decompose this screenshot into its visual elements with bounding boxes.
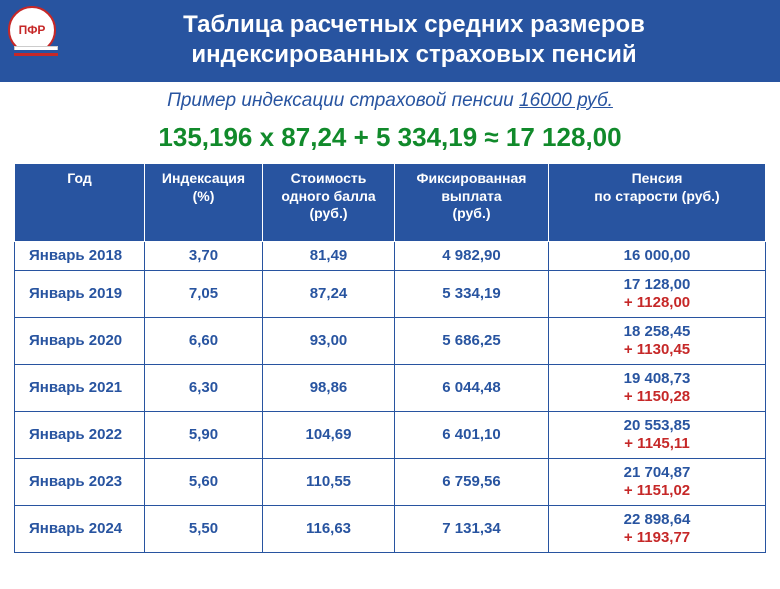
cell-fixed: 5 334,19 — [395, 270, 549, 317]
cell-year: Январь 2020 — [15, 317, 145, 364]
cell-ball: 87,24 — [263, 270, 395, 317]
cell-ball: 81,49 — [263, 241, 395, 270]
pension-delta: + 1150,28 — [559, 388, 755, 406]
cell-ball: 110,55 — [263, 458, 395, 505]
col-year: Год — [15, 164, 145, 242]
table-row: Январь 2020 6,60 93,00 5 686,25 18 258,4… — [15, 317, 766, 364]
cell-fixed: 6 759,56 — [395, 458, 549, 505]
table-row: Январь 2019 7,05 87,24 5 334,19 17 128,0… — [15, 270, 766, 317]
cell-year: Январь 2021 — [15, 364, 145, 411]
cell-index: 3,70 — [145, 241, 263, 270]
cell-ball: 98,86 — [263, 364, 395, 411]
col-fixed: Фиксированнаявыплата(руб.) — [395, 164, 549, 242]
col-index: Индексация(%) — [145, 164, 263, 242]
pension-value: 18 258,45 — [624, 323, 691, 340]
cell-year: Январь 2019 — [15, 270, 145, 317]
cell-fixed: 5 686,25 — [395, 317, 549, 364]
subtitle-prefix: Пример индексации страховой пенсии — [167, 90, 519, 111]
pension-table: Год Индексация(%) Стоимостьодного балла(… — [14, 163, 766, 553]
cell-fixed: 7 131,34 — [395, 505, 549, 552]
table-row: Январь 2022 5,90 104,69 6 401,10 20 553,… — [15, 411, 766, 458]
subtitle-amount: 16000 руб. — [519, 90, 613, 111]
table-row: Январь 2024 5,50 116,63 7 131,34 22 898,… — [15, 505, 766, 552]
cell-index: 5,60 — [145, 458, 263, 505]
pension-delta: + 1145,11 — [559, 435, 755, 453]
cell-year: Январь 2023 — [15, 458, 145, 505]
cell-pension: 19 408,73+ 1150,28 — [549, 364, 766, 411]
pfr-logo: ПФР — [8, 6, 60, 58]
pension-delta: + 1193,77 — [559, 529, 755, 547]
pension-value: 21 704,87 — [624, 464, 691, 481]
cell-year: Январь 2022 — [15, 411, 145, 458]
cell-pension: 18 258,45+ 1130,45 — [549, 317, 766, 364]
cell-pension: 16 000,00 — [549, 241, 766, 270]
pension-value: 20 553,85 — [624, 417, 691, 434]
pension-value: 19 408,73 — [624, 370, 691, 387]
page-title: Таблица расчетных средних размеров индек… — [18, 10, 762, 70]
pension-delta: + 1130,45 — [559, 341, 755, 359]
table-row: Январь 2023 5,60 110,55 6 759,56 21 704,… — [15, 458, 766, 505]
pension-value: 16 000,00 — [624, 247, 691, 264]
flag-icon — [14, 46, 58, 56]
subtitle: Пример индексации страховой пенсии 16000… — [0, 82, 780, 116]
logo-circle: ПФР — [8, 6, 56, 54]
pension-value: 17 128,00 — [624, 276, 691, 293]
col-ball: Стоимостьодного балла(руб.) — [263, 164, 395, 242]
cell-ball: 93,00 — [263, 317, 395, 364]
cell-ball: 116,63 — [263, 505, 395, 552]
pension-delta: + 1128,00 — [559, 294, 755, 312]
col-pension: Пенсияпо старости (руб.) — [549, 164, 766, 242]
cell-pension: 22 898,64+ 1193,77 — [549, 505, 766, 552]
table-row: Январь 2021 6,30 98,86 6 044,48 19 408,7… — [15, 364, 766, 411]
cell-fixed: 6 044,48 — [395, 364, 549, 411]
title-line-2: индексированных страховых пенсий — [191, 41, 636, 68]
header-band: ПФР Таблица расчетных средних размеров и… — [0, 0, 780, 82]
cell-ball: 104,69 — [263, 411, 395, 458]
pension-delta: + 1151,02 — [559, 482, 755, 500]
title-line-1: Таблица расчетных средних размеров — [183, 11, 645, 38]
pension-value: 22 898,64 — [624, 511, 691, 528]
table-body: Январь 2018 3,70 81,49 4 982,90 16 000,0… — [15, 241, 766, 552]
cell-index: 7,05 — [145, 270, 263, 317]
cell-year: Январь 2018 — [15, 241, 145, 270]
table-row: Январь 2018 3,70 81,49 4 982,90 16 000,0… — [15, 241, 766, 270]
formula: 135,196 х 87,24 + 5 334,19 ≈ 17 128,00 — [0, 116, 780, 163]
cell-pension: 17 128,00+ 1128,00 — [549, 270, 766, 317]
cell-index: 5,90 — [145, 411, 263, 458]
table-header-row: Год Индексация(%) Стоимостьодного балла(… — [15, 164, 766, 242]
cell-pension: 20 553,85+ 1145,11 — [549, 411, 766, 458]
cell-pension: 21 704,87+ 1151,02 — [549, 458, 766, 505]
cell-fixed: 4 982,90 — [395, 241, 549, 270]
cell-index: 5,50 — [145, 505, 263, 552]
cell-index: 6,30 — [145, 364, 263, 411]
cell-index: 6,60 — [145, 317, 263, 364]
cell-year: Январь 2024 — [15, 505, 145, 552]
cell-fixed: 6 401,10 — [395, 411, 549, 458]
